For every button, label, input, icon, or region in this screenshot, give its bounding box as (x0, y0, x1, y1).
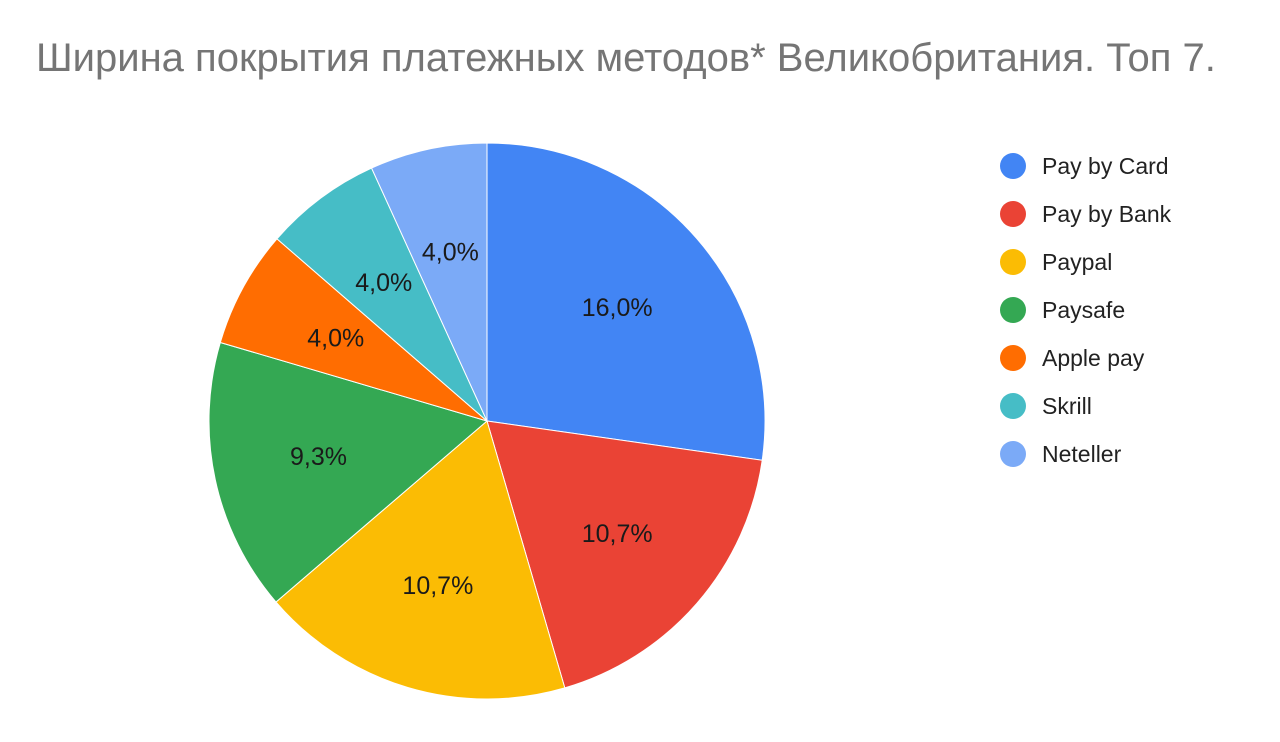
legend-item-skrill[interactable]: Skrill (1000, 382, 1260, 430)
pie-slice-paysafe[interactable] (208, 341, 489, 603)
legend-swatch (1000, 345, 1026, 371)
legend-item-paypal[interactable]: Paypal (1000, 238, 1260, 286)
chart-title: Ширина покрытия платежных методов* Велик… (36, 36, 1216, 80)
data-label-paysafe: 9,3% (290, 443, 347, 471)
legend-swatch (1000, 153, 1026, 179)
legend-swatch (1000, 249, 1026, 275)
data-label-pay-by-bank: 10,7% (582, 520, 653, 548)
pie-slice-pay-by-bank[interactable] (486, 420, 763, 689)
legend-label: Paypal (1042, 248, 1113, 275)
legend-item-pay-by-card[interactable]: Pay by Card (1000, 142, 1260, 190)
legend-label: Neteller (1042, 440, 1122, 467)
legend-label: Apple pay (1042, 344, 1145, 371)
legend-label: Pay by Card (1042, 152, 1169, 179)
legend-item-pay-by-bank[interactable]: Pay by Bank (1000, 190, 1260, 238)
legend-swatch (1000, 201, 1026, 227)
legend-item-neteller[interactable]: Neteller (1000, 430, 1260, 478)
legend-swatch (1000, 441, 1026, 467)
legend: Pay by Card Pay by Bank Paypal Paysafe A… (1000, 142, 1260, 478)
legend-item-paysafe[interactable]: Paysafe (1000, 286, 1260, 334)
data-label-apple-pay: 4,0% (307, 324, 364, 352)
data-label-neteller: 4,0% (422, 239, 479, 267)
legend-label: Skrill (1042, 392, 1092, 419)
data-label-skrill: 4,0% (355, 269, 412, 297)
data-label-paypal: 10,7% (402, 572, 473, 600)
pie-slice-apple-pay[interactable] (219, 238, 488, 422)
legend-label: Paysafe (1042, 296, 1126, 323)
data-label-pay-by-card: 16,0% (582, 294, 653, 322)
legend-swatch (1000, 393, 1026, 419)
pie-slices (208, 142, 766, 700)
legend-label: Pay by Bank (1042, 200, 1172, 227)
pie-data-labels: 16,0% 10,7% 10,7% 9,3% 4,0% 4,0% 4,0% (290, 239, 653, 601)
pie-slice-skrill[interactable] (276, 167, 488, 422)
pie-slice-pay-by-card[interactable] (486, 142, 766, 461)
pie-slice-neteller[interactable] (370, 142, 488, 422)
legend-swatch (1000, 297, 1026, 323)
pie-slice-paypal[interactable] (275, 420, 566, 700)
legend-item-apple-pay[interactable]: Apple pay (1000, 334, 1260, 382)
